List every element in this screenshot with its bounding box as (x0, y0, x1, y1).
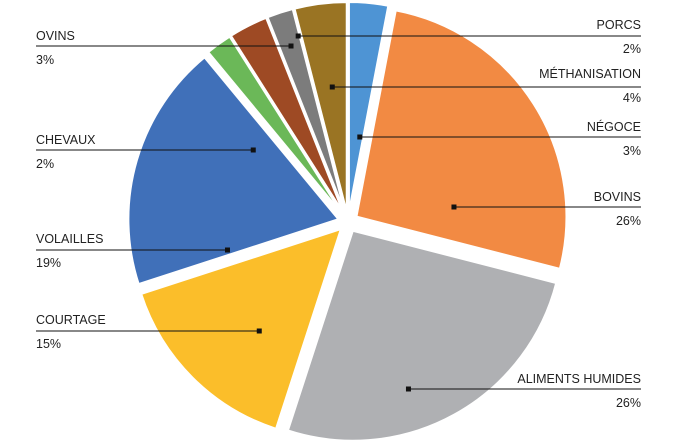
percent-bovins: 26% (616, 214, 641, 228)
percent-ovins: 3% (36, 53, 54, 67)
pie-labels: NÉGOCE 3% BOVINS 26% ALIMENTS HUMIDES 26% COUR… (36, 18, 641, 410)
leader-marker-ovins (288, 43, 294, 49)
label-courtage: COURTAGE (36, 313, 106, 327)
percent-aliments-humides: 26% (616, 396, 641, 410)
pie-slices (127, 1, 568, 442)
slice-aliments-humides (286, 229, 558, 442)
label-volailles: VOLAILLES (36, 232, 103, 246)
leader-marker-chevaux (250, 147, 256, 153)
percent-chevaux: 2% (36, 157, 54, 171)
label-aliments-humides: ALIMENTS HUMIDES (517, 372, 641, 386)
leader-marker-n-goce (357, 134, 363, 140)
slice-m-thanisation (293, 1, 348, 213)
slice-ovins (229, 16, 345, 214)
slice-bovins (355, 9, 568, 271)
leader-marker-porcs (295, 33, 301, 39)
leader-marker-m-thanisation (329, 84, 335, 90)
label-chevaux: CHEVAUX (36, 133, 96, 147)
slice-n-goce (347, 1, 390, 213)
slice-porcs (266, 7, 346, 213)
label-ovins: OVINS (36, 29, 75, 43)
percent-n-goce: 3% (623, 144, 641, 158)
label-m-thanisation: MÉTHANISATION (539, 66, 641, 81)
label-n-goce: NÉGOCE (587, 119, 641, 134)
leader-marker-courtage (256, 328, 262, 334)
percent-porcs: 2% (623, 42, 641, 56)
percent-m-thanisation: 4% (623, 91, 641, 105)
leader-marker-aliments-humides (405, 386, 411, 392)
leader-marker-bovins (451, 204, 457, 210)
percent-volailles: 19% (36, 256, 61, 270)
slice-chevaux (206, 35, 343, 215)
label-bovins: BOVINS (594, 190, 641, 204)
label-porcs: PORCS (597, 18, 641, 32)
percent-courtage: 15% (36, 337, 61, 351)
slice-volailles (127, 55, 341, 286)
slice-courtage (139, 227, 343, 431)
leader-marker-volailles (224, 247, 230, 253)
